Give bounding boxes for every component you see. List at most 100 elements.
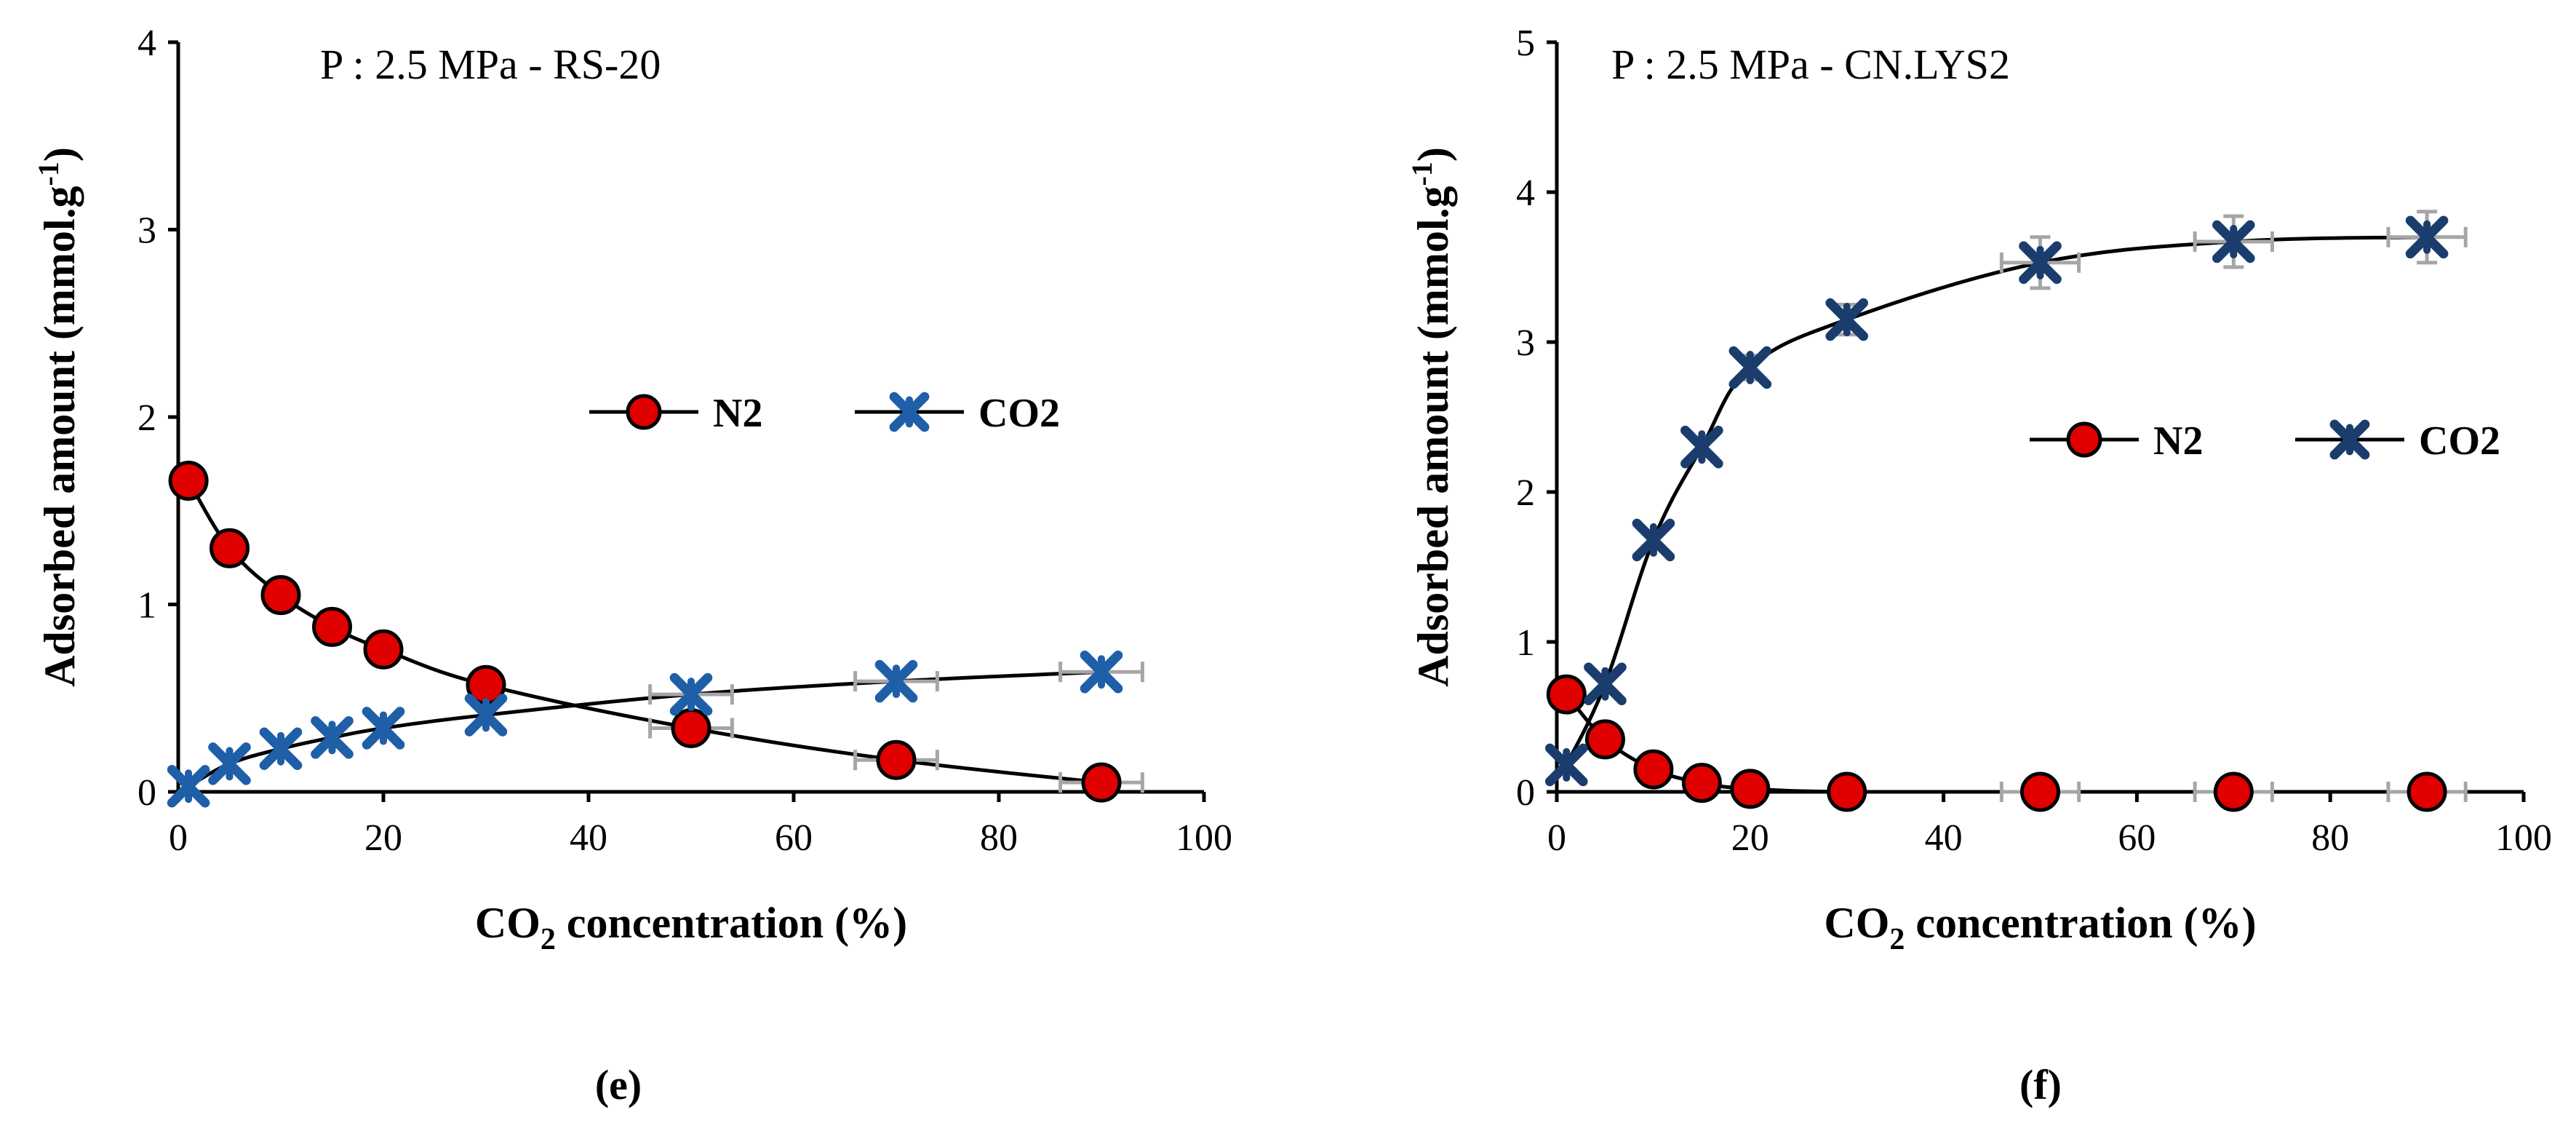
data-point-n2: [876, 739, 917, 780]
panel-label: (e): [595, 1061, 642, 1108]
legend-label: CO2: [2419, 418, 2500, 464]
legend-marker: [2066, 421, 2102, 458]
x-axis-title-sub: 2: [541, 923, 556, 956]
x-tick-label: 80: [2311, 817, 2349, 859]
series-line-co2: [1565, 235, 2428, 766]
x-axis-title-sub: 2: [1889, 923, 1905, 956]
x-axis-title-main: CO: [475, 899, 541, 947]
data-point-co2: [1584, 662, 1627, 705]
data-point-n2: [210, 528, 250, 568]
y-tick-label: 3: [1516, 322, 1535, 364]
data-point-n2: [671, 707, 711, 748]
y-axis-title: Adsorbed amount (mmol.g-1): [1405, 147, 1457, 687]
x-tick-label: 100: [1176, 817, 1232, 859]
x-axis-title: CO2 concentration (%): [475, 899, 907, 956]
data-point-n2: [1546, 674, 1587, 715]
legend-item-co2: CO2: [2295, 418, 2500, 464]
x-axis-title: CO2 concentration (%): [1824, 899, 2256, 956]
y-tick-label: 2: [1516, 472, 1535, 514]
data-point-n2: [1730, 769, 1771, 809]
y-axis-title-tail: ): [1409, 147, 1457, 162]
data-point-n2: [2406, 771, 2447, 812]
y-tick-label: 4: [137, 23, 156, 64]
legend: N2 CO2: [589, 391, 1060, 436]
series-n2: [1546, 674, 2468, 812]
data-point-co2: [167, 764, 210, 808]
legend-label: CO2: [978, 391, 1060, 436]
y-axis-title-main: Adsorbed amount (mmol.g: [1409, 186, 1457, 686]
y-tick-label: 0: [137, 772, 156, 814]
data-point-n2: [2213, 771, 2254, 812]
data-point-co2: [464, 694, 508, 737]
x-tick-label: 40: [570, 817, 607, 859]
data-point-co2: [1680, 425, 1723, 469]
x-tick-label: 80: [980, 817, 1018, 859]
data-point-co2: [874, 659, 918, 703]
x-axis-title-main: CO: [1824, 899, 1889, 947]
series-co2: [167, 650, 1144, 808]
x-axis-title-tail: concentration (%): [556, 899, 907, 947]
legend-item-co2: CO2: [855, 391, 1060, 436]
legend-label: N2: [713, 391, 762, 436]
x-tick-label: 20: [1731, 817, 1769, 859]
data-point-n2: [260, 575, 301, 616]
x-tick-label: 60: [775, 817, 813, 859]
data-point-co2: [362, 707, 405, 750]
data-point-n2: [1081, 762, 1122, 803]
y-tick-label: 1: [137, 585, 156, 627]
data-point-co2: [1544, 743, 1588, 787]
y-axis-title: Adsorbed amount (mmol.g-1): [32, 147, 84, 687]
data-point-n2: [363, 629, 404, 670]
legend-label: N2: [2153, 418, 2203, 464]
series-co2: [1544, 210, 2468, 787]
legend-marker: [2329, 419, 2370, 460]
data-point-co2: [259, 727, 303, 771]
data-point-n2: [1827, 771, 1867, 812]
x-tick-label: 40: [1925, 817, 1963, 859]
panel-label: (f): [2019, 1061, 2062, 1108]
data-point-co2: [1632, 518, 1675, 562]
y-tick-label: 3: [137, 210, 156, 252]
data-point-n2: [168, 461, 209, 501]
x-axis-title-tail: concentration (%): [1905, 899, 2256, 947]
data-point-n2: [312, 606, 352, 647]
data-point-co2: [2212, 220, 2255, 263]
legend-item-n2: N2: [2030, 418, 2203, 464]
data-point-co2: [2019, 241, 2062, 285]
x-tick-label: 20: [364, 817, 402, 859]
x-tick-label: 0: [169, 817, 188, 859]
y-axis-title-tail: ): [36, 147, 84, 162]
y-axis-title-sup: -1: [32, 162, 65, 186]
y-tick-label: 0: [1516, 772, 1535, 814]
data-point-n2: [1633, 749, 1674, 790]
y-axis-title-sup: -1: [1405, 162, 1438, 186]
data-point-co2: [311, 716, 354, 759]
y-tick-label: 5: [1516, 23, 1535, 64]
legend: N2 CO2: [2030, 418, 2500, 464]
y-tick-label: 1: [1516, 622, 1535, 664]
data-point-n2: [2020, 771, 2060, 812]
data-point-n2: [1681, 763, 1722, 803]
data-point-co2: [1728, 346, 1772, 389]
legend-item-n2: N2: [589, 391, 762, 436]
legend-marker: [889, 392, 930, 432]
data-point-co2: [669, 672, 713, 716]
series-n2: [168, 461, 1144, 803]
data-point-co2: [1080, 650, 1123, 694]
y-axis-title-main: Adsorbed amount (mmol.g: [36, 186, 84, 686]
x-tick-label: 0: [1547, 817, 1566, 859]
legend-marker: [626, 394, 662, 430]
data-point-co2: [2405, 215, 2449, 259]
x-tick-label: 60: [2118, 817, 2156, 859]
data-point-co2: [208, 742, 251, 785]
y-tick-label: 2: [137, 397, 156, 439]
y-tick-label: 4: [1516, 172, 1535, 214]
chart-annotation: P : 2.5 MPa - CN.LYS2: [1611, 41, 2010, 88]
data-point-n2: [1584, 719, 1625, 760]
data-point-co2: [1825, 298, 1868, 341]
x-tick-label: 100: [2495, 817, 2552, 859]
chart-annotation: P : 2.5 MPa - RS-20: [320, 41, 661, 88]
